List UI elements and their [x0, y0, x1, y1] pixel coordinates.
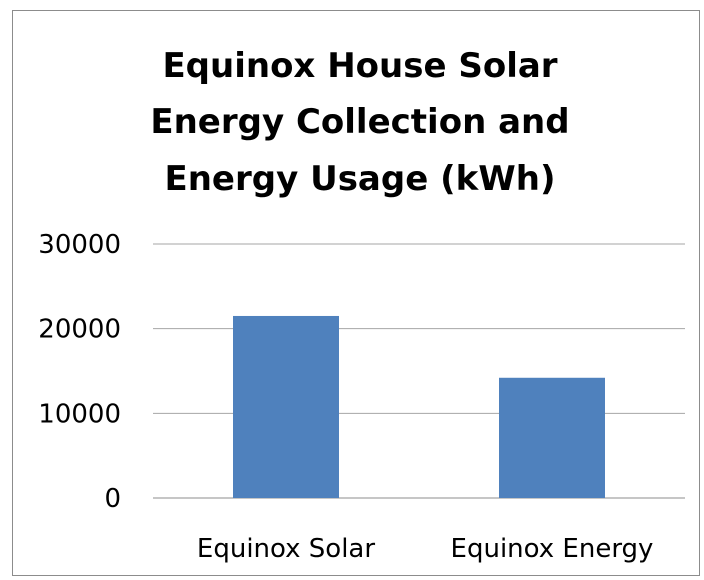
y-axis-tick-labels: 0 10000 20000 30000	[38, 230, 121, 514]
bar	[233, 315, 339, 498]
chart-title-line-1: Equinox House Solar	[162, 46, 557, 86]
bars	[233, 315, 605, 498]
y-tick-label: 10000	[38, 399, 121, 429]
chart-title-line-3: Energy Usage (kWh)	[164, 159, 555, 199]
bar	[499, 377, 605, 498]
y-tick-label: 20000	[38, 315, 121, 345]
x-category-label: Equinox Solar	[197, 534, 375, 564]
x-axis-category-labels: Equinox Solar Equinox Energy	[197, 534, 654, 564]
gridlines	[153, 243, 685, 499]
chart-title-line-2: Energy Collection and	[150, 102, 569, 142]
y-tick-label: 0	[104, 484, 121, 514]
y-tick-label: 30000	[38, 230, 121, 260]
chart-title: Equinox House Solar Energy Collection an…	[150, 46, 569, 199]
x-category-label: Equinox Energy	[451, 534, 654, 564]
